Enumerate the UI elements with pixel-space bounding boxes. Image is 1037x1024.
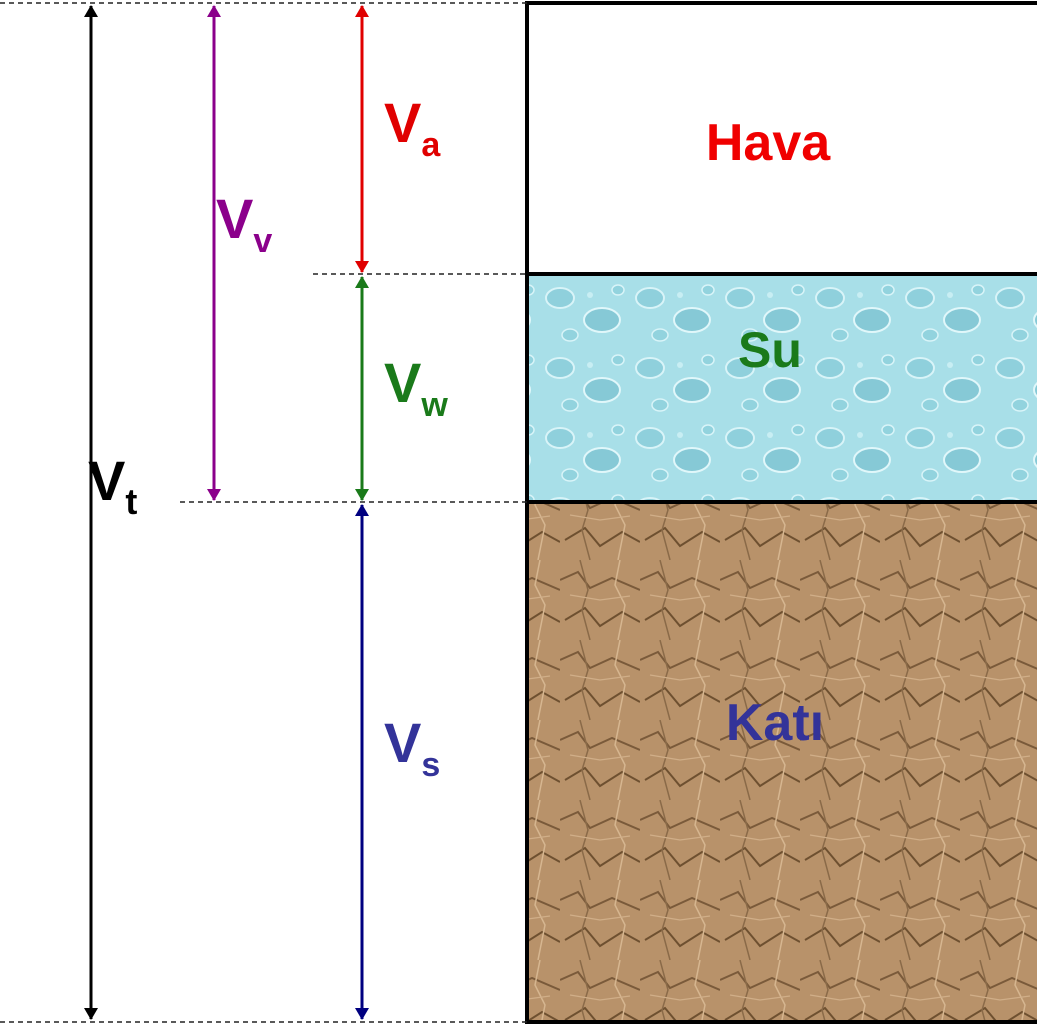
subscript: w	[420, 386, 448, 424]
symbol: V	[88, 449, 125, 512]
volume-label: Vt	[88, 449, 137, 522]
phase-box	[525, 1, 1037, 1024]
volume-label: Vw	[384, 351, 448, 424]
phase-label: Hava	[706, 114, 831, 172]
volume-label: Vs	[384, 711, 440, 784]
symbol: V	[384, 351, 421, 414]
subscript: a	[421, 126, 441, 164]
solid-phase	[527, 502, 1037, 1022]
water-phase	[527, 274, 1037, 502]
symbol: V	[384, 91, 421, 154]
symbol: V	[384, 711, 421, 774]
subscript: s	[421, 746, 440, 784]
volume-label: Va	[384, 91, 441, 164]
phase-label: Katı	[726, 694, 824, 752]
volume-label: Vv	[216, 187, 272, 260]
subscript: t	[125, 481, 137, 522]
symbol: V	[216, 187, 253, 250]
subscript: v	[253, 222, 272, 260]
air-phase	[527, 3, 1037, 274]
phase-label: Su	[738, 322, 802, 378]
